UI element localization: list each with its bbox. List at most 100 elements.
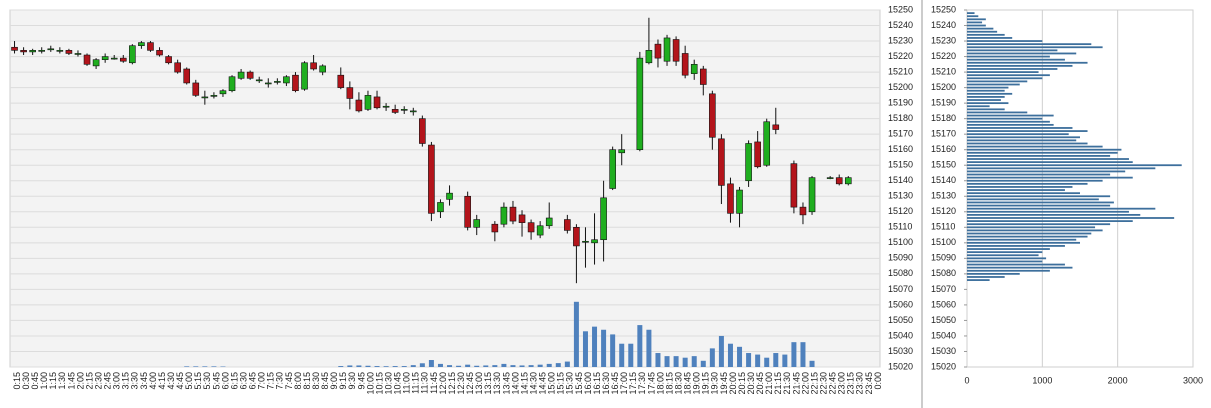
y-tick-label: 15120 (931, 206, 956, 216)
candle-body (690, 64, 698, 74)
volume-bar (501, 363, 507, 367)
candle-body (699, 68, 707, 85)
profile-bar (967, 89, 1005, 92)
candle-body (219, 90, 227, 95)
candle-body (174, 62, 181, 73)
x-tick-label: 11:15 (411, 372, 421, 394)
y-tick-label: 15250 (931, 4, 956, 14)
candle-body (56, 50, 64, 52)
profile-bar (967, 254, 1039, 257)
x-tick-label: 3:45 (139, 372, 149, 390)
y-tick-label: 15020 (931, 361, 956, 371)
profile-bar (967, 276, 1005, 278)
x-tick-label: 22:00 (800, 372, 810, 395)
profile-bar (967, 74, 1050, 77)
candle-body (826, 177, 834, 179)
profile-bar (967, 148, 1122, 151)
candle-body (246, 71, 254, 79)
x-tick-label: 15:00 (547, 372, 557, 395)
x-tick-label: 14:00 (510, 372, 520, 395)
x-tick-label: 22:45 (828, 372, 838, 395)
x-tick-label: 21:00 (764, 372, 774, 395)
candle-body (645, 50, 653, 64)
candle-body (545, 217, 553, 227)
x-tick-label: 19:00 (692, 372, 702, 395)
profile-bar (967, 192, 1080, 195)
y-tick-label: 15100 (931, 237, 956, 247)
x-tick-label: 20:45 (755, 372, 765, 395)
x-tick-label: 1:00 (39, 372, 49, 390)
x-tick-label: 4:15 (157, 372, 167, 390)
profile-bar (967, 71, 1039, 73)
candle-body (509, 206, 517, 222)
y-tick-label: 15170 (931, 129, 956, 139)
candle-body (491, 223, 499, 233)
candle-body (192, 82, 200, 96)
candle-body (119, 57, 127, 62)
volume-bar (510, 365, 516, 367)
profile-bar (967, 260, 1043, 263)
profile-bar (967, 251, 1043, 254)
profile-bar (967, 204, 1111, 207)
profile-bar (967, 30, 998, 33)
volume-bar (474, 365, 480, 367)
plot-background (9, 9, 881, 368)
x-tick-label: 8:45 (320, 372, 330, 390)
candle-body (745, 143, 752, 182)
y-tick-label: 15040 (931, 330, 956, 340)
x-tick-label: 4:45 (175, 372, 185, 390)
profile-bar (967, 58, 1065, 61)
y-tick-label: 15040 (888, 330, 913, 340)
x-tick-label: 5:45 (211, 372, 221, 390)
x-tick-label: 8:00 (293, 372, 303, 390)
candle-body (138, 42, 145, 47)
profile-bar (967, 198, 1099, 201)
candle-body (709, 93, 716, 138)
candle-body (210, 95, 218, 97)
x-tick-label: 15:30 (565, 372, 575, 395)
candle-body (500, 206, 508, 225)
x-tick-label: 15:45 (574, 372, 584, 395)
profile-bar (967, 92, 1013, 95)
candle-body (147, 42, 154, 51)
profile-bar (967, 263, 1065, 266)
profile-bar (967, 266, 1073, 269)
profile-bar (967, 68, 1058, 70)
profile-bar (967, 223, 1111, 226)
candle-body (47, 48, 55, 51)
x-tick-label: 9:15 (338, 372, 348, 390)
y-tick-label: 15060 (888, 299, 913, 309)
profile-bar (967, 96, 1005, 98)
candle-body (609, 149, 616, 189)
profile-bar (967, 102, 1009, 105)
y-tick-label: 15100 (888, 237, 913, 247)
y-tick-label: 15150 (888, 160, 913, 170)
y-tick-label: 15110 (931, 222, 955, 232)
volume-bar (365, 365, 371, 367)
profile-bar (967, 123, 1054, 126)
x-tick-label: 0:30 (21, 372, 31, 390)
x-tick-label: 13:45 (501, 372, 511, 395)
candle-body (92, 59, 100, 67)
profile-bar (967, 108, 1005, 111)
profile-bar (967, 111, 1028, 114)
profile-bar (967, 139, 1077, 142)
x-tick-label: 3000 (1183, 375, 1203, 385)
x-tick-label: 17:15 (628, 372, 638, 395)
candle-body (364, 95, 372, 110)
volume-bar (573, 301, 579, 367)
candle-body (319, 65, 326, 73)
volume-bar (401, 366, 407, 367)
volume-bar (374, 366, 380, 367)
profile-bar (967, 238, 1077, 241)
x-tick-label: 5:30 (202, 372, 212, 390)
x-tick-label: 3:00 (112, 372, 122, 390)
y-tick-label: 15080 (888, 268, 913, 278)
candle-body (518, 214, 526, 223)
profile-bar (967, 229, 1103, 232)
candle-body (201, 96, 209, 99)
x-tick-label: 16:45 (610, 372, 620, 395)
x-tick-label: 5:15 (193, 372, 203, 390)
candle-body (292, 74, 299, 92)
volume-bar (673, 356, 679, 367)
